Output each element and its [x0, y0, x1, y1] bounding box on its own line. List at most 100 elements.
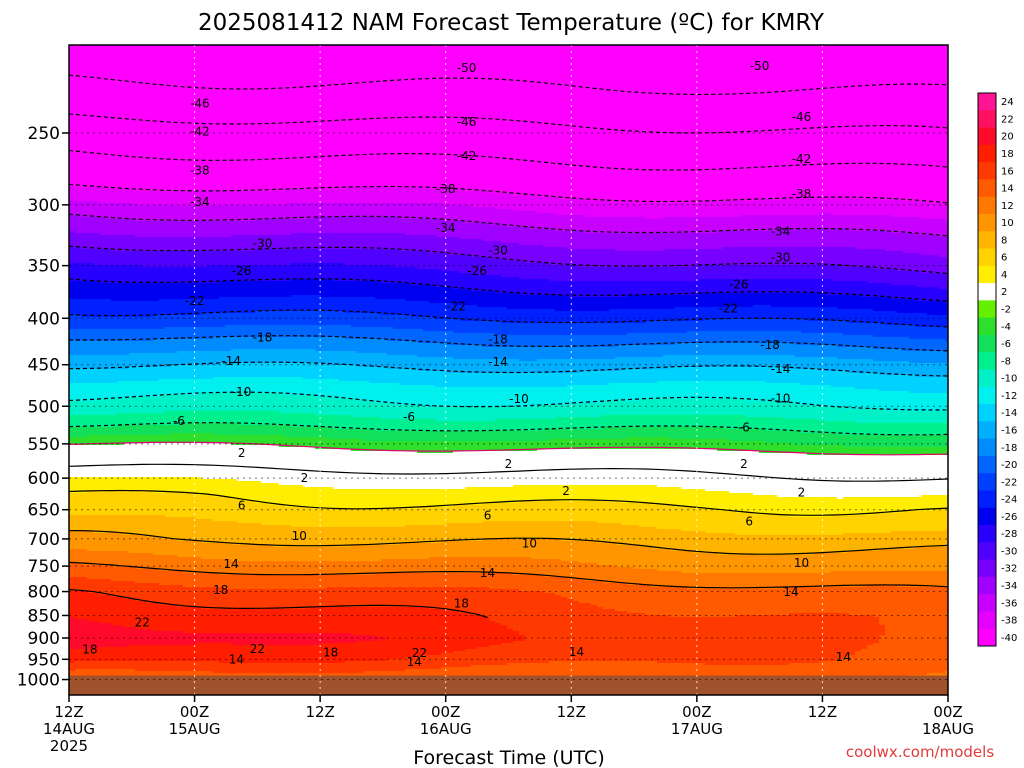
- temperature-band-cell: [519, 323, 526, 336]
- temperature-band-cell: [771, 573, 778, 590]
- temperature-band-cell: [393, 419, 400, 432]
- temperature-band-cell: [441, 489, 448, 508]
- temperature-band-cell: [525, 557, 532, 576]
- temperature-band-cell: [531, 211, 538, 230]
- temperature-band-cell: [183, 443, 190, 478]
- temperature-band-cell: [291, 547, 298, 562]
- temperature-band-cell: [207, 251, 214, 266]
- temperature-band-cell: [837, 515, 844, 536]
- temperature-band-cell: [225, 559, 232, 576]
- temperature-band-cell: [501, 441, 508, 452]
- temperature-band-cell: [729, 293, 736, 308]
- temperature-band-cell: [261, 561, 268, 576]
- temperature-band-cell: [267, 645, 274, 664]
- temperature-band-cell: [669, 381, 676, 400]
- temperature-band-cell: [801, 369, 808, 386]
- temperature-band-cell: [741, 367, 748, 382]
- temperature-band-cell: [489, 421, 496, 432]
- temperature-band-cell: [129, 645, 136, 662]
- temperature-band-cell: [849, 295, 856, 310]
- temperature-band-cell: [345, 643, 352, 662]
- temperature-band-cell: [237, 337, 244, 350]
- temperature-band-cell: [483, 333, 490, 348]
- temperature-band-cell: [633, 45, 640, 204]
- contour-label: 22: [250, 642, 265, 656]
- contour-label: -14: [771, 362, 791, 376]
- temperature-band-cell: [159, 631, 166, 646]
- temperature-band-cell: [411, 187, 418, 204]
- temperature-band-cell: [549, 577, 556, 594]
- temperature-band-cell: [339, 527, 346, 548]
- temperature-band-cell: [753, 355, 760, 368]
- temperature-band-cell: [285, 575, 292, 590]
- temperature-band-cell: [303, 45, 310, 190]
- temperature-band-cell: [867, 231, 874, 250]
- temperature-band-cell: [117, 219, 124, 236]
- temperature-band-cell: [879, 337, 886, 350]
- temperature-band-cell: [279, 281, 286, 298]
- temperature-band-cell: [729, 367, 736, 382]
- temperature-band-cell: [891, 391, 898, 412]
- temperature-band-cell: [633, 233, 640, 252]
- temperature-band-cell: [159, 443, 166, 478]
- temperature-band-cell: [315, 337, 322, 352]
- temperature-band-cell: [657, 345, 664, 358]
- temperature-band-cell: [681, 321, 688, 334]
- contour-label: -34: [771, 225, 791, 239]
- temperature-band-cell: [729, 343, 736, 356]
- temperature-band-cell: [369, 187, 376, 204]
- temperature-band-cell: [333, 429, 340, 440]
- temperature-band-cell: [429, 269, 436, 286]
- colorbar-swatch: [978, 576, 996, 595]
- temperature-band-cell: [513, 359, 520, 374]
- temperature-band-cell: [75, 201, 82, 216]
- temperature-band-cell: [111, 581, 118, 598]
- temperature-band-cell: [333, 365, 340, 380]
- temperature-band-cell: [303, 263, 310, 280]
- contour-label: -26: [232, 264, 252, 278]
- temperature-band-cell: [243, 251, 250, 266]
- temperature-band-cell: [153, 397, 160, 414]
- temperature-band-cell: [891, 455, 898, 498]
- temperature-band-cell: [207, 327, 214, 340]
- temperature-band-cell: [879, 249, 886, 270]
- temperature-band-cell: [825, 497, 832, 518]
- temperature-band-cell: [261, 297, 268, 312]
- temperature-band-cell: [429, 331, 436, 344]
- temperature-band-cell: [81, 355, 88, 370]
- temperature-band-cell: [759, 555, 766, 574]
- temperature-band-cell: [915, 339, 922, 352]
- temperature-band-cell: [627, 427, 634, 438]
- temperature-band-cell: [813, 573, 820, 588]
- temperature-band-cell: [561, 387, 568, 406]
- temperature-band-cell: [231, 45, 238, 192]
- temperature-band-cell: [873, 349, 880, 362]
- temperature-band-cell: [771, 453, 778, 496]
- temperature-band-cell: [927, 219, 934, 236]
- temperature-band-cell: [249, 221, 256, 236]
- temperature-band-cell: [99, 491, 106, 516]
- temperature-band-cell: [189, 191, 196, 206]
- temperature-band-cell: [147, 191, 154, 206]
- temperature-band-cell: [795, 357, 802, 370]
- temperature-band-cell: [927, 411, 934, 424]
- temperature-fill-layer: [69, 45, 948, 695]
- temperature-band-cell: [321, 217, 328, 234]
- temperature-band-cell: [489, 307, 496, 322]
- temperature-band-cell: [93, 477, 100, 492]
- temperature-band-cell: [375, 187, 382, 204]
- temperature-band-cell: [807, 265, 814, 280]
- temperature-band-cell: [273, 575, 280, 590]
- temperature-band-cell: [561, 373, 568, 388]
- temperature-band-cell: [933, 327, 940, 340]
- temperature-band-cell: [315, 509, 322, 528]
- temperature-band-cell: [411, 317, 418, 330]
- temperature-band-cell: [801, 307, 808, 320]
- temperature-band-cell: [69, 649, 76, 664]
- temperature-band-cell: [105, 341, 112, 356]
- temperature-band-cell: [153, 267, 160, 284]
- colorbar-label: 22: [1001, 114, 1014, 125]
- temperature-band-cell: [297, 485, 304, 508]
- temperature-band-cell: [873, 269, 880, 284]
- temperature-band-cell: [111, 445, 118, 478]
